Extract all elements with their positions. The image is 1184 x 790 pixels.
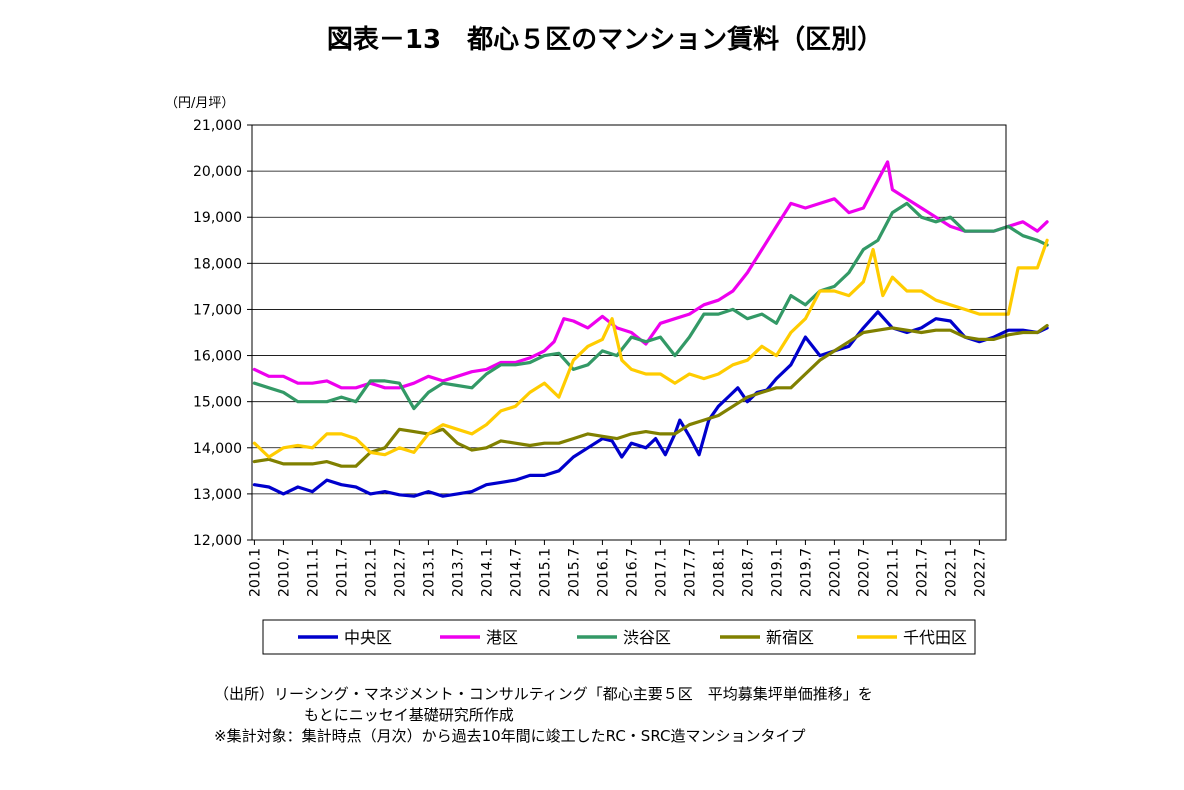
x-axis-ticks: 2010.1 2010.7 2011.1 2011.7 2012.1 2012.7 2013… bbox=[247, 540, 988, 597]
x-tick-label: 2015.7 bbox=[566, 548, 582, 597]
x-tick-label: 2013.1 bbox=[421, 548, 437, 597]
x-tick-label: 2010.1 bbox=[247, 548, 263, 597]
source-notes: （出所）リーシング・マネジメント・コンサルティング「都心主要５区 平均募集坪単価… bbox=[214, 684, 873, 747]
x-tick-label: 2015.1 bbox=[537, 548, 553, 597]
legend-label: 千代田区 bbox=[903, 628, 967, 647]
x-tick-label: 2021.1 bbox=[885, 548, 901, 597]
legend-label: 渋谷区 bbox=[623, 628, 671, 647]
y-tick-label: 15,000 bbox=[193, 395, 242, 411]
legend-label: 港区 bbox=[486, 628, 518, 647]
x-tick-label: 2016.1 bbox=[595, 548, 611, 597]
series-lines bbox=[252, 160, 1049, 498]
series-line-中央区 bbox=[252, 310, 1049, 498]
x-tick-label: 2020.7 bbox=[856, 548, 872, 597]
x-tick-label: 2019.7 bbox=[798, 548, 814, 597]
source-note-line-1: （出所）リーシング・マネジメント・コンサルティング「都心主要５区 平均募集坪単価… bbox=[214, 685, 873, 703]
chart: 図表－13 都心５区のマンション賃料（区別） （円/月坪） 12,000 13,0… bbox=[165, 25, 1049, 655]
x-tick-label: 2012.7 bbox=[392, 548, 408, 597]
y-tick-label: 21,000 bbox=[193, 118, 242, 134]
x-tick-label: 2011.7 bbox=[334, 548, 350, 597]
y-axis-ticks: 12,000 13,000 14,000 15,000 16,000 17,000 18,0… bbox=[193, 118, 252, 549]
x-tick-label: 2012.1 bbox=[363, 548, 379, 597]
legend-label: 中央区 bbox=[344, 628, 392, 647]
grid-lines bbox=[252, 170, 1006, 495]
plot-area bbox=[251, 124, 1007, 541]
y-tick-label: 18,000 bbox=[193, 256, 242, 272]
x-tick-label: 2014.7 bbox=[508, 548, 524, 597]
chart-title: 図表－13 都心５区のマンション賃料（区別） bbox=[327, 25, 883, 55]
x-tick-label: 2014.1 bbox=[479, 548, 495, 597]
series-line-千代田区 bbox=[252, 238, 1049, 459]
x-tick-label: 2011.1 bbox=[305, 548, 321, 597]
y-tick-label: 14,000 bbox=[193, 441, 242, 457]
x-tick-label: 2022.7 bbox=[972, 548, 988, 597]
y-tick-label: 17,000 bbox=[193, 302, 242, 318]
x-tick-label: 2020.1 bbox=[827, 548, 843, 597]
y-axis-unit-label: （円/月坪） bbox=[165, 96, 234, 111]
x-tick-label: 2019.1 bbox=[769, 548, 785, 597]
y-tick-label: 12,000 bbox=[193, 533, 242, 549]
x-tick-label: 2010.7 bbox=[276, 548, 292, 597]
y-tick-label: 20,000 bbox=[193, 164, 242, 180]
series-line-渋谷区 bbox=[252, 201, 1049, 411]
x-tick-label: 2017.7 bbox=[682, 548, 698, 597]
source-note-line-2: もとにニッセイ基礎研究所作成 bbox=[304, 706, 514, 724]
y-tick-label: 19,000 bbox=[193, 210, 242, 226]
x-tick-label: 2018.7 bbox=[740, 548, 756, 597]
x-tick-label: 2017.1 bbox=[653, 548, 669, 597]
x-tick-label: 2021.7 bbox=[914, 548, 930, 597]
legend-label: 新宿区 bbox=[766, 628, 814, 647]
source-note-line-3: ※集計対象：集計時点（月次）から過去10年間に竣工したRC・SRC造マンションタ… bbox=[214, 727, 806, 745]
x-tick-label: 2022.1 bbox=[943, 548, 959, 597]
x-tick-label: 2018.1 bbox=[711, 548, 727, 597]
y-tick-label: 13,000 bbox=[193, 487, 242, 503]
series-line-港区 bbox=[252, 160, 1049, 390]
y-tick-label: 16,000 bbox=[193, 349, 242, 365]
legend: 中央区 港区 渋谷区 新宿区 千代田区 bbox=[262, 619, 976, 655]
x-tick-label: 2013.7 bbox=[450, 548, 466, 597]
series-line-新宿区 bbox=[252, 324, 1049, 468]
x-tick-label: 2016.7 bbox=[624, 548, 640, 597]
legend-box bbox=[262, 619, 976, 655]
